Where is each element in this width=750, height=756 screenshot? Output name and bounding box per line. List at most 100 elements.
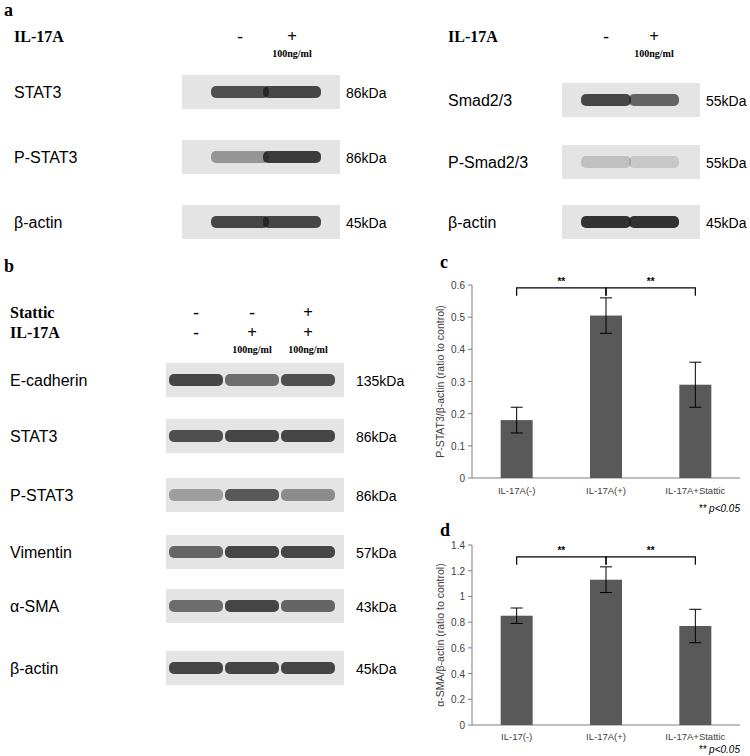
panel-label: d	[440, 520, 450, 540]
marks	[501, 298, 712, 478]
kda-label: 86kDa	[346, 85, 387, 101]
error-stem	[516, 407, 517, 433]
row-label: β-actin	[14, 214, 62, 231]
band	[211, 86, 269, 98]
kda-label: 86kDa	[356, 429, 397, 445]
y-tick-label: 0	[459, 473, 465, 484]
dose-label: 100ng/ml	[288, 344, 328, 355]
y-tick-label: 0.3	[451, 377, 465, 388]
band	[169, 600, 223, 612]
x-tick-label: IL-17(-)	[501, 731, 532, 742]
error-cap	[600, 297, 612, 298]
error-cap	[689, 609, 701, 610]
error-cap	[600, 566, 612, 567]
panel-label: c	[440, 252, 448, 272]
treatment-label: Stattic	[10, 304, 54, 321]
kda-label: 45kDa	[356, 661, 397, 677]
error-cap	[511, 623, 523, 624]
x-tick-label: IL-17A+Stattic	[665, 485, 725, 496]
error-bar	[511, 407, 523, 433]
error-cap	[600, 333, 612, 334]
panel-label: b	[4, 256, 14, 276]
y-tick	[468, 285, 472, 286]
band	[281, 600, 335, 612]
kda-label: 86kDa	[356, 488, 397, 504]
membrane	[562, 205, 700, 239]
y-tick	[468, 413, 472, 414]
significance-bracket	[606, 557, 695, 565]
band	[281, 374, 335, 386]
band	[281, 546, 335, 558]
y-tick-label: 0.4	[451, 669, 465, 680]
y-axis	[472, 545, 473, 725]
row-label: STAT3	[10, 428, 58, 445]
footnote: ** p<0.05	[699, 744, 741, 755]
bar	[501, 616, 533, 725]
error-cap	[511, 407, 523, 408]
band	[225, 662, 279, 674]
band	[263, 151, 321, 163]
dose-label: 100ng/ml	[634, 48, 674, 59]
band	[225, 600, 279, 612]
band	[225, 489, 279, 501]
y-tick-label: 0.2	[451, 694, 465, 705]
band	[169, 546, 223, 558]
significance-bracket	[606, 288, 695, 296]
band	[225, 374, 279, 386]
significance-mark: **	[557, 545, 565, 556]
row-label: P-Smad2/3	[448, 154, 528, 171]
y-tick	[468, 673, 472, 674]
y-tick-label: 0	[459, 720, 465, 731]
kda-label: 45kDa	[346, 215, 387, 231]
y-tick	[468, 381, 472, 382]
band	[225, 546, 279, 558]
error-cap	[511, 432, 523, 433]
membrane	[166, 651, 344, 685]
row-label: P-STAT3	[14, 149, 78, 166]
band	[281, 662, 335, 674]
treatment-sign: +	[649, 27, 659, 46]
row-label: P-STAT3	[10, 487, 74, 504]
row-label: β-actin	[10, 660, 58, 677]
kda-label: 55kDa	[706, 93, 747, 109]
error-cap	[689, 362, 701, 363]
band	[581, 216, 631, 228]
x-tick-label: IL-17A(+)	[586, 731, 626, 742]
treatment-sign: -	[237, 27, 243, 46]
y-tick	[468, 596, 472, 597]
marks	[501, 567, 712, 725]
band	[169, 662, 223, 674]
blot-panel: bStattic--+IL-17A-++100ng/ml100ng/mlE-ca…	[4, 256, 404, 685]
y-tick	[468, 445, 472, 446]
error-stem	[516, 608, 517, 623]
bar	[590, 316, 622, 478]
treatment-sign: -	[193, 323, 199, 342]
band	[629, 94, 679, 106]
band	[169, 374, 223, 386]
figure: aIL-17A-+100ng/mlSTAT386kDaP-STAT386kDaβ…	[0, 0, 750, 756]
membrane	[166, 478, 344, 512]
y-tick-label: 0.5	[451, 312, 465, 323]
membrane	[182, 140, 340, 174]
band	[629, 216, 679, 228]
x-tick-label: IL-17A+Stattic	[665, 731, 725, 742]
band	[211, 151, 269, 163]
treatment-sign: +	[303, 323, 313, 342]
membrane	[562, 145, 700, 179]
bar-chart: c00.10.20.30.40.50.6P-STAT3/β-actin (rat…	[434, 252, 740, 514]
band	[281, 489, 335, 501]
kda-label: 55kDa	[706, 155, 747, 171]
kda-label: 135kDa	[356, 373, 404, 389]
blot-panel: aIL-17A-+100ng/mlSTAT386kDaP-STAT386kDaβ…	[4, 0, 387, 239]
band	[263, 216, 321, 228]
band	[263, 86, 321, 98]
kda-label: 45kDa	[706, 215, 747, 231]
x-tick-label: IL-17A(-)	[498, 485, 535, 496]
kda-label: 57kDa	[356, 545, 397, 561]
y-tick	[468, 622, 472, 623]
y-tick	[468, 725, 472, 726]
membrane	[166, 363, 344, 397]
membrane	[166, 535, 344, 569]
y-axis-label: α-SMA/β-actin (ratio to control)	[434, 563, 446, 706]
significance-bracket	[517, 288, 606, 296]
